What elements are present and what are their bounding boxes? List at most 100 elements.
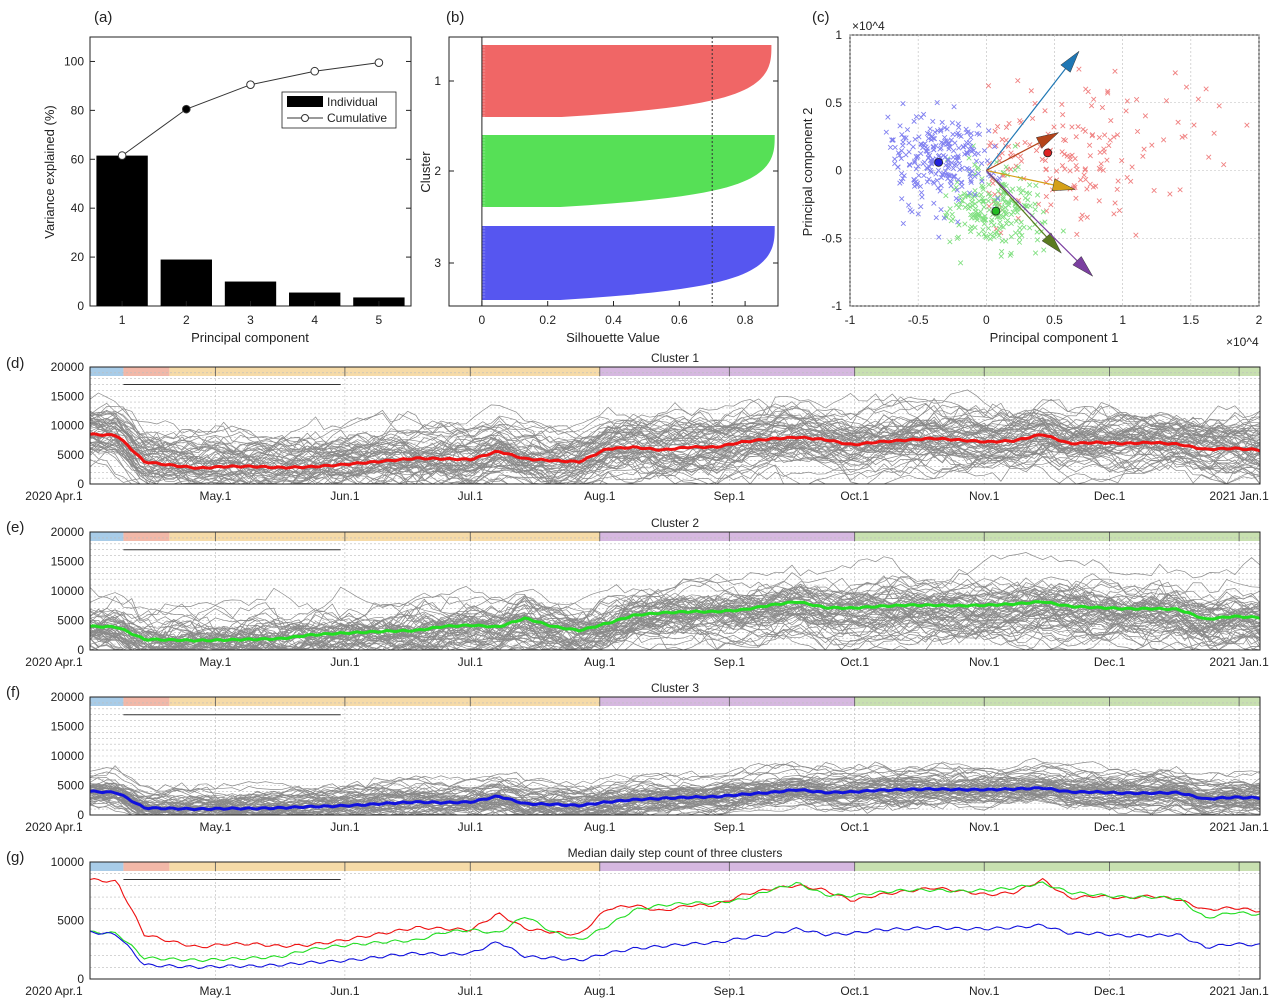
pca-point-cluster-3 [938, 145, 944, 151]
pca-point-cluster-2 [995, 194, 1001, 201]
pca-point-cluster-2 [961, 190, 967, 197]
pca-point-cluster-3 [956, 132, 962, 139]
pca-point-cluster-2 [991, 234, 997, 240]
pca-point-cluster-3 [919, 194, 925, 200]
pca-vector-arrowhead [1035, 132, 1060, 149]
pca-point-cluster-2 [976, 231, 982, 237]
pca-point-cluster-2 [1022, 195, 1028, 201]
pca-point-cluster-1 [1003, 124, 1010, 131]
ts-xtick-label: 2020 Apr.1 [25, 655, 83, 669]
pca-point-cluster-3 [956, 145, 962, 151]
pca-point-cluster-2 [962, 221, 968, 227]
period-band [854, 367, 1260, 376]
pca-point-cluster-2 [972, 162, 978, 168]
pca-point-cluster-3 [951, 104, 957, 110]
pca-point-cluster-3 [930, 118, 936, 125]
pca-point-cluster-3 [924, 148, 930, 154]
pca-point-cluster-1 [1119, 158, 1125, 164]
pca-point-cluster-2 [978, 209, 984, 215]
participant-line [89, 433, 1261, 485]
pca-point-cluster-1 [1116, 207, 1123, 214]
silhouette-xtick-label: 0.8 [737, 313, 754, 327]
pca-point-cluster-3 [972, 173, 978, 179]
participant-line [89, 777, 1261, 813]
pca-x-multiplier: ×10^4 [1226, 335, 1259, 349]
pca-point-cluster-3 [892, 144, 898, 151]
silhouette-chart: 1 2 3 0 0.2 0.4 0.6 0.8 Silhouette Value Clust… [418, 36, 779, 345]
ts-ytick-label: 10000 [51, 749, 85, 763]
pca-point-cluster-3 [915, 211, 921, 217]
variance-ytick-label: 20 [71, 250, 85, 264]
pca-point-cluster-1 [1048, 202, 1054, 208]
pca-point-cluster-3 [976, 122, 982, 128]
median-series-2 [89, 881, 1261, 963]
participant-line [89, 761, 1261, 806]
pca-point-cluster-2 [985, 225, 992, 231]
ts-xtick-label: 2021 Jan.1 [1209, 820, 1269, 834]
pca-point-cluster-3 [904, 127, 911, 133]
pca-point-cluster-1 [1043, 166, 1049, 172]
cluster2-timeseries: 2020 Apr.1 May.1 Jun.1 Jul.1 Aug.1 Sep.1 Oct.1… [25, 516, 1269, 669]
participant-line [89, 593, 1261, 651]
pca-point-cluster-1 [1182, 133, 1188, 139]
pca-point-cluster-1 [1211, 130, 1217, 136]
pca-point-cluster-3 [971, 147, 977, 153]
pca-point-cluster-1 [1167, 191, 1173, 197]
period-band [854, 532, 1260, 541]
participant-line [89, 587, 1261, 637]
pca-point-cluster-1 [1061, 151, 1067, 157]
pca-point-cluster-1 [1151, 187, 1157, 194]
ts-axes-frame [89, 366, 1261, 485]
pca-point-cluster-3 [933, 215, 939, 221]
participant-line [89, 409, 1261, 475]
ts-xtick-label: Aug.1 [584, 984, 616, 998]
pca-point-cluster-1 [1028, 88, 1034, 94]
legend-label-individual: Individual [327, 95, 378, 109]
ts-xtick-label: Aug.1 [584, 655, 616, 669]
ts-ytick-label: 20000 [51, 525, 85, 539]
pca-point-cluster-1 [1086, 142, 1093, 148]
pca-point-cluster-2 [1003, 221, 1010, 227]
silhouette-ytick-label: 1 [434, 74, 441, 88]
pca-point-cluster-3 [925, 135, 932, 142]
pca-point-cluster-3 [918, 114, 924, 121]
pca-point-cluster-3 [924, 165, 930, 171]
pca-point-cluster-3 [931, 136, 938, 142]
ts-title: Cluster 3 [651, 681, 699, 695]
pca-point-cluster-1 [1092, 183, 1099, 189]
pca-point-cluster-3 [986, 128, 992, 134]
pca-point-cluster-1 [1003, 137, 1009, 143]
pca-point-cluster-2 [1016, 185, 1022, 192]
pca-point-cluster-3 [979, 178, 985, 184]
pca-point-cluster-1 [1112, 200, 1118, 206]
pca-point-cluster-2 [969, 199, 975, 205]
ts-title: Cluster 2 [651, 516, 699, 530]
variance-legend: Individual Cumulative [281, 91, 397, 129]
period-band [854, 862, 1260, 871]
pca-point-cluster-1 [1244, 122, 1250, 128]
pca-loading-vector [985, 170, 1078, 262]
pca-point-cluster-3 [937, 188, 943, 194]
pca-point-cluster-1 [1129, 164, 1135, 170]
pca-point-cluster-1 [1072, 156, 1078, 162]
pca-point-cluster-2 [947, 239, 953, 245]
pca-point-cluster-3 [911, 176, 917, 183]
silhouette-xtick-label: 0 [479, 313, 486, 327]
pca-point-cluster-3 [906, 149, 912, 155]
period-band [90, 862, 124, 871]
participant-line [89, 765, 1261, 816]
pca-point-cluster-3 [952, 140, 958, 146]
pca-loading-vector [986, 142, 1040, 172]
pca-point-cluster-1 [1105, 90, 1111, 96]
pca-point-cluster-1 [985, 83, 992, 89]
pca-point-cluster-2 [997, 219, 1003, 225]
pca-point-cluster-3 [911, 160, 918, 166]
ts-ytick-label: 10000 [51, 855, 85, 869]
median-series-3 [89, 923, 1261, 970]
pca-point-cluster-1 [1124, 174, 1130, 181]
participant-line [89, 600, 1261, 648]
silhouette-cluster-2 [481, 135, 775, 207]
pca-point-cluster-1 [1114, 186, 1120, 192]
pca-point-cluster-2 [976, 198, 982, 204]
pca-point-cluster-2 [943, 212, 949, 219]
